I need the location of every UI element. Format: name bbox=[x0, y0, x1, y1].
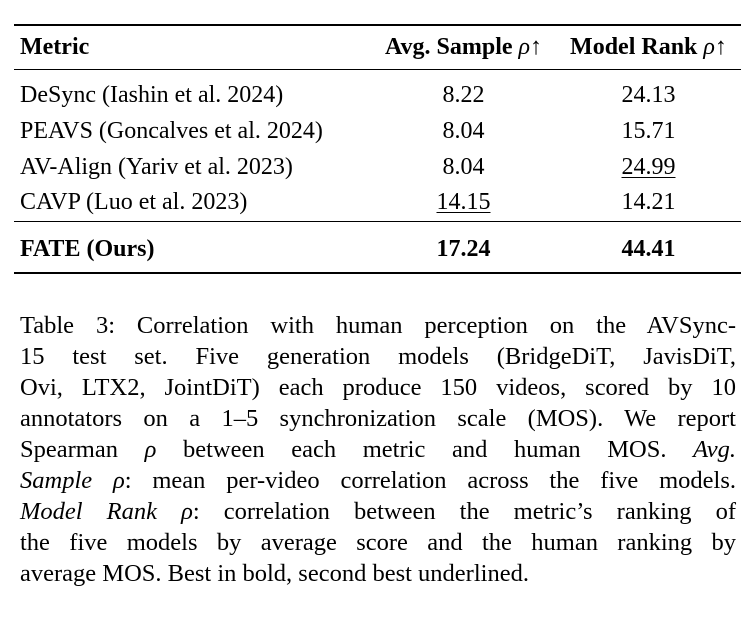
header-avg-sample-label: Avg. Sample bbox=[384, 33, 519, 60]
table-caption: Table 3: Correlation with human percepti… bbox=[20, 310, 736, 589]
caption-text: Spearman bbox=[20, 436, 145, 463]
caption-text: between each metric and human MOS. bbox=[156, 436, 694, 463]
cell-avg-sample: 8.04 bbox=[442, 117, 485, 144]
caption-line: Model Rank ρ: correlation between the me… bbox=[20, 496, 736, 527]
table-row: AV-Align (Yariv et al. 2023) 8.04 24.99 bbox=[14, 149, 741, 185]
caption-line: Sample ρ: mean per-video correlation acr… bbox=[20, 465, 736, 496]
cell-avg-sample: 14.15 bbox=[371, 185, 556, 221]
cell-avg-sample: 8.22 bbox=[442, 81, 485, 108]
caption-emphasis: Model Rank ρ bbox=[20, 498, 193, 525]
cell-model-rank: 24.99 bbox=[556, 149, 741, 185]
cell-metric: PEAVS (Goncalves et al. 2024) bbox=[20, 117, 323, 144]
cell-avg-sample: 8.04 bbox=[442, 153, 485, 180]
cell-metric: AV-Align (Yariv et al. 2023) bbox=[20, 153, 293, 180]
cell-model-rank: 14.21 bbox=[621, 189, 676, 216]
second-best-value: 24.99 bbox=[621, 153, 676, 180]
cell-metric: DeSync (Iashin et al. 2024) bbox=[20, 81, 284, 108]
header-metric: Metric bbox=[14, 24, 371, 70]
cell-model-rank: 24.13 bbox=[621, 81, 676, 108]
header-avg-sample: Avg. Sample ρ↑ bbox=[371, 24, 556, 70]
caption-line: 15 test set. Five generation models (Bri… bbox=[20, 343, 736, 370]
caption-line: the five models by average score and the… bbox=[20, 529, 736, 556]
caption-line: Table 3: Correlation with human percepti… bbox=[20, 312, 736, 339]
caption-emphasis: Avg. bbox=[693, 436, 736, 463]
table-row: DeSync (Iashin et al. 2024) 8.22 24.13 bbox=[14, 69, 741, 113]
caption-line: Spearman ρ between each metric and human… bbox=[20, 434, 736, 465]
caption-emphasis: Sample ρ bbox=[20, 467, 125, 494]
cell-model-rank-ours: 44.41 bbox=[556, 220, 741, 274]
caption-text: : correlation between the metric’s ranki… bbox=[192, 498, 736, 525]
caption-rho: ρ bbox=[144, 436, 157, 463]
table-row: CAVP (Luo et al. 2023) 14.15 14.21 bbox=[14, 185, 741, 221]
caption-line: average MOS. Best in bold, second best u… bbox=[20, 560, 529, 587]
table-header-row: Metric Avg. Sample ρ↑ Model Rank ρ↑ bbox=[14, 24, 741, 70]
caption-text: : mean per-video correlation across the … bbox=[124, 467, 737, 494]
header-model-rank-label: Model Rank bbox=[570, 33, 704, 60]
cell-metric-ours: FATE (Ours) bbox=[14, 220, 371, 274]
cell-metric: CAVP (Luo et al. 2023) bbox=[20, 189, 248, 216]
caption-line: Ovi, LTX2, JointDiT) each produce 150 vi… bbox=[20, 374, 736, 401]
cell-avg-sample-ours: 17.24 bbox=[371, 220, 556, 274]
header-avg-sample-rho: ρ↑ bbox=[518, 33, 543, 60]
results-table: Metric Avg. Sample ρ↑ Model Rank ρ↑ DeSy… bbox=[14, 24, 741, 274]
header-model-rank: Model Rank ρ↑ bbox=[556, 24, 741, 70]
caption-line: annotators on a 1–5 synchronization scal… bbox=[20, 405, 736, 432]
cell-model-rank: 15.71 bbox=[621, 117, 676, 144]
table-row: PEAVS (Goncalves et al. 2024) 8.04 15.71 bbox=[14, 113, 741, 149]
second-best-value: 14.15 bbox=[436, 189, 491, 216]
header-model-rank-rho: ρ↑ bbox=[703, 33, 727, 60]
table-row-ours: FATE (Ours) 17.24 44.41 bbox=[14, 220, 741, 274]
